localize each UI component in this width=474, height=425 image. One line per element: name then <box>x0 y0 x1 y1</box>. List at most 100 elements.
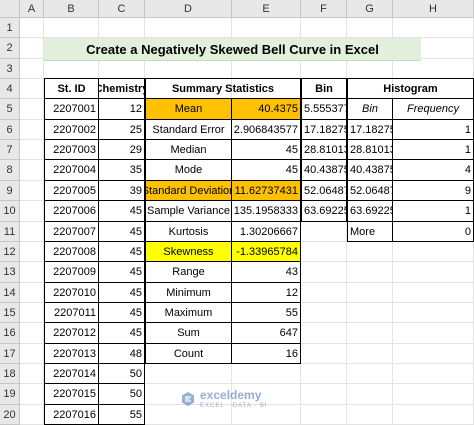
row-header-10[interactable]: 10 <box>0 201 20 222</box>
cell-chemistry-score[interactable]: 35 <box>99 160 145 181</box>
stat-value[interactable]: 40.4375 <box>232 99 301 120</box>
row-header-4[interactable]: 4 <box>0 79 20 99</box>
stat-value[interactable]: 45 <box>232 160 301 181</box>
column-header-e[interactable]: E <box>232 0 301 18</box>
header-histogram[interactable]: Histogram <box>347 78 474 99</box>
cell-chemistry-score[interactable]: 29 <box>99 140 145 160</box>
cell-student-id[interactable]: 2207006 <box>44 201 99 222</box>
histogram-bin[interactable]: 40.43875 <box>347 160 393 181</box>
histogram-bin[interactable]: 28.81013 <box>347 140 393 160</box>
cell-student-id[interactable]: 2207005 <box>44 181 99 201</box>
stat-label[interactable]: Kurtosis <box>145 222 232 242</box>
column-header-a[interactable]: A <box>20 0 44 18</box>
histogram-bin[interactable]: 52.06487 <box>347 181 393 201</box>
cell-chemistry-score[interactable]: 55 <box>99 405 145 425</box>
histogram-frequency[interactable]: 1 <box>393 140 474 160</box>
row-header-15[interactable]: 15 <box>0 303 20 323</box>
row-header-7[interactable]: 7 <box>0 140 20 160</box>
row-header-20[interactable]: 20 <box>0 405 20 425</box>
row-header-13[interactable]: 13 <box>0 262 20 283</box>
cell-student-id[interactable]: 2207007 <box>44 222 99 242</box>
cell-chemistry-score[interactable]: 45 <box>99 222 145 242</box>
stat-value[interactable]: 1.30206667 <box>232 222 301 242</box>
stat-value[interactable]: 43 <box>232 262 301 283</box>
stat-label[interactable]: Sample Variance <box>145 201 232 222</box>
cell-bin[interactable]: 40.43875 <box>301 160 347 181</box>
stat-label[interactable]: Sum <box>145 323 232 344</box>
cell-chemistry-score[interactable]: 48 <box>99 344 145 364</box>
stat-value[interactable]: 12 <box>232 283 301 303</box>
stat-value[interactable]: 135.1958333 <box>232 201 301 222</box>
row-header-11[interactable]: 11 <box>0 222 20 242</box>
cell-student-id[interactable]: 2207008 <box>44 242 99 262</box>
stat-value[interactable]: 16 <box>232 344 301 364</box>
cell-student-id[interactable]: 2207015 <box>44 384 99 405</box>
stat-label[interactable]: Skewness <box>145 242 232 262</box>
stat-label[interactable]: Minimum <box>145 283 232 303</box>
row-header-17[interactable]: 17 <box>0 344 20 364</box>
histogram-frequency-header[interactable]: Frequency <box>393 99 474 120</box>
cell-chemistry-score[interactable]: 45 <box>99 303 145 323</box>
histogram-frequency[interactable]: 4 <box>393 160 474 181</box>
stat-value[interactable]: 2.906843577 <box>232 120 301 140</box>
cell-student-id[interactable]: 2207011 <box>44 303 99 323</box>
cell-bin[interactable]: 28.81013 <box>301 140 347 160</box>
stat-label[interactable]: Count <box>145 344 232 364</box>
row-header-14[interactable]: 14 <box>0 283 20 303</box>
cell-student-id[interactable]: 2207009 <box>44 262 99 283</box>
cell-bin[interactable]: 52.06487 <box>301 181 347 201</box>
cell-chemistry-score[interactable]: 45 <box>99 262 145 283</box>
row-header-19[interactable]: 19 <box>0 384 20 405</box>
cell-bin[interactable]: 17.18275 <box>301 120 347 140</box>
histogram-frequency[interactable]: 9 <box>393 181 474 201</box>
row-header-1[interactable]: 1 <box>0 18 20 38</box>
row-header-18[interactable]: 18 <box>0 364 20 384</box>
histogram-bin[interactable]: 17.18275 <box>347 120 393 140</box>
histogram-bin-header[interactable]: Bin <box>347 99 393 120</box>
row-header-9[interactable]: 9 <box>0 181 20 201</box>
cell-chemistry-score[interactable]: 45 <box>99 323 145 344</box>
row-header-12[interactable]: 12 <box>0 242 20 262</box>
cell-student-id[interactable]: 2207010 <box>44 283 99 303</box>
stat-label[interactable]: Maximum <box>145 303 232 323</box>
stat-label[interactable]: Standard Deviation <box>145 181 232 201</box>
column-header-d[interactable]: D <box>145 0 232 18</box>
cell-bin[interactable]: 5.555377 <box>301 99 347 120</box>
stat-value[interactable]: 55 <box>232 303 301 323</box>
column-header-f[interactable]: F <box>301 0 347 18</box>
histogram-frequency[interactable]: 1 <box>393 120 474 140</box>
histogram-frequency[interactable]: 0 <box>393 222 474 242</box>
header-chemistry[interactable]: Chemistry <box>99 78 145 99</box>
row-header-6[interactable]: 6 <box>0 120 20 140</box>
header-summary-statistics[interactable]: Summary Statistics <box>145 78 301 99</box>
row-header-8[interactable]: 8 <box>0 160 20 181</box>
cell-student-id[interactable]: 2207001 <box>44 99 99 120</box>
cell-chemistry-score[interactable]: 45 <box>99 201 145 222</box>
row-header-16[interactable]: 16 <box>0 323 20 344</box>
cell-student-id[interactable]: 2207014 <box>44 364 99 384</box>
stat-value[interactable]: 11.62737431 <box>232 181 301 201</box>
column-header-c[interactable]: C <box>99 0 145 18</box>
cell-chemistry-score[interactable]: 12 <box>99 99 145 120</box>
stat-label[interactable]: Mean <box>145 99 232 120</box>
stat-label[interactable]: Mode <box>145 160 232 181</box>
histogram-bin[interactable]: 63.69225 <box>347 201 393 222</box>
row-header-5[interactable]: 5 <box>0 99 20 120</box>
cell-student-id[interactable]: 2207002 <box>44 120 99 140</box>
histogram-bin[interactable]: More <box>347 222 393 242</box>
stat-value[interactable]: 45 <box>232 140 301 160</box>
cell-bin[interactable]: 63.69225 <box>301 201 347 222</box>
stat-label[interactable]: Median <box>145 140 232 160</box>
cell-chemistry-score[interactable]: 45 <box>99 242 145 262</box>
row-header-2[interactable]: 2 <box>0 38 20 59</box>
histogram-frequency[interactable]: 1 <box>393 201 474 222</box>
cell-chemistry-score[interactable]: 25 <box>99 120 145 140</box>
select-all-corner[interactable] <box>0 0 20 18</box>
cell-student-id[interactable]: 2207003 <box>44 140 99 160</box>
cell-chemistry-score[interactable]: 45 <box>99 283 145 303</box>
stat-label[interactable]: Range <box>145 262 232 283</box>
stat-value[interactable]: 647 <box>232 323 301 344</box>
stat-label[interactable]: Standard Error <box>145 120 232 140</box>
cell-chemistry-score[interactable]: 39 <box>99 181 145 201</box>
column-header-b[interactable]: B <box>44 0 99 18</box>
